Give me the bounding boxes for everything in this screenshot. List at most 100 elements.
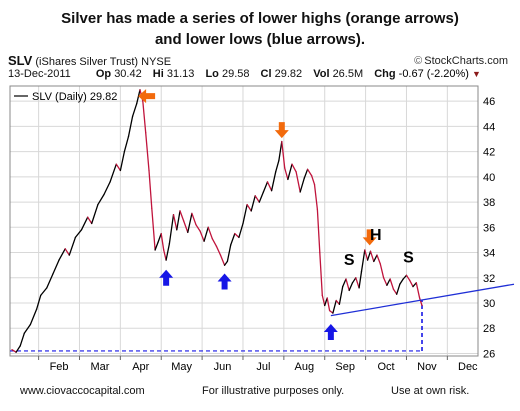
price-segment: [351, 277, 357, 284]
brand-text: StockCharts.com: [424, 55, 508, 67]
x-tick-label: Dec: [458, 361, 478, 373]
y-tick-label: 28: [483, 323, 495, 335]
chg-value: -0.67 (-2.20%): [398, 68, 469, 80]
price-segment: [87, 216, 93, 225]
price-segment: [262, 181, 269, 193]
price-segment: [366, 250, 372, 261]
price-segment: [151, 207, 156, 251]
caption-line-2: and lower lows (blue arrows).: [154, 31, 366, 48]
price-segment: [11, 349, 17, 353]
y-tick-label: 36: [483, 222, 495, 234]
price-segment: [136, 89, 141, 105]
price-segment: [179, 210, 185, 222]
orange-arrow-left-icon: [138, 89, 156, 104]
price-segment: [360, 249, 366, 273]
price-segment: [207, 226, 213, 240]
x-tick-label: Feb: [50, 361, 69, 373]
price-segment: [321, 294, 326, 307]
x-tick-label: Sep: [335, 361, 355, 373]
stats-line: 13-Dec-2011 Op 30.42 Hi 31.13 Lo 29.58 C…: [8, 68, 481, 80]
pattern-label: H: [370, 227, 382, 244]
price-segment: [64, 248, 70, 256]
price-segment: [246, 203, 252, 212]
price-segment: [278, 140, 283, 162]
price-segment: [154, 241, 159, 251]
price-segment: [91, 203, 99, 225]
price-segment: [319, 251, 323, 297]
neckline-trendline: [330, 283, 515, 317]
price-segment: [399, 278, 404, 285]
open-value: 30.42: [114, 68, 142, 80]
footer-disclaimer: For illustrative purposes only.: [202, 385, 345, 397]
price-segment: [242, 203, 248, 225]
brand-watermark: © StockCharts.com: [414, 55, 508, 67]
price-segment: [219, 254, 226, 266]
legend: SLV (Daily) 29.82: [14, 91, 117, 103]
close-value: 29.82: [274, 68, 303, 80]
price-segment: [418, 297, 423, 307]
orange-arrow-down-icon: [362, 229, 377, 246]
price-segment: [250, 195, 256, 212]
low-label: Lo: [205, 68, 219, 80]
price-segment: [389, 278, 395, 290]
price-segment: [168, 214, 175, 245]
x-tick-label: Mar: [90, 361, 109, 373]
x-tick-label: Apr: [132, 361, 149, 373]
x-tick-label: Aug: [294, 361, 314, 373]
y-tick-label: 46: [483, 96, 495, 108]
price-segment: [52, 259, 60, 275]
price-segment: [145, 132, 150, 172]
ticker-line: SLV (iShares Silver Trust) NYSE: [8, 53, 171, 68]
ticker-symbol: SLV: [8, 53, 33, 68]
price-segment: [254, 195, 260, 203]
footer-risk-note: Use at own risk.: [391, 385, 470, 397]
blue-arrow-up-icon: [217, 273, 232, 290]
price-segment: [123, 135, 130, 153]
y-tick-label: 44: [483, 121, 495, 133]
price-segment: [266, 181, 273, 192]
price-segment: [382, 277, 388, 286]
price-segment: [157, 232, 162, 244]
price-segment: [405, 274, 411, 281]
price-segment: [306, 168, 313, 177]
price-segment: [316, 208, 321, 254]
price-segment: [46, 273, 54, 289]
price-segment: [342, 278, 347, 288]
price-segment: [379, 263, 385, 279]
high-label: Hi: [152, 68, 164, 80]
y-tick-label: 32: [483, 273, 495, 285]
chg-label: Chg: [374, 68, 396, 80]
price-segment: [313, 183, 319, 211]
price-segment: [284, 167, 289, 181]
open-label: Op: [95, 68, 112, 80]
price-segment: [310, 174, 316, 186]
low-value: 29.58: [221, 68, 250, 80]
price-segment: [386, 278, 391, 286]
price-segment: [215, 245, 222, 256]
ticker-exchange: NYSE: [141, 56, 172, 68]
price-segment: [291, 163, 297, 173]
high-value: 31.13: [166, 68, 195, 80]
price-segment: [23, 323, 32, 334]
price-segment: [281, 140, 286, 169]
close-label: Cl: [260, 68, 272, 80]
caption-line-1: Silver has made a series of lower highs …: [61, 10, 459, 27]
price-segment: [163, 249, 167, 261]
price-segment: [103, 181, 111, 196]
price-segment: [326, 297, 331, 312]
stats-date: 13-Dec-2011: [8, 68, 71, 80]
pattern-label: S: [403, 250, 414, 267]
price-segment: [176, 210, 181, 231]
price-segment: [287, 163, 293, 181]
price-segment: [409, 279, 414, 288]
vol-value: 26.5M: [332, 68, 364, 80]
price-segment: [369, 250, 375, 263]
price-segment: [131, 103, 138, 117]
price-segment: [160, 232, 165, 251]
price-segment: [40, 287, 48, 297]
down-triangle-icon: ▼: [472, 69, 481, 79]
legend-label: SLV (Daily) 29.82: [32, 91, 117, 103]
price-segment: [142, 100, 147, 134]
price-segment: [172, 214, 178, 231]
blue-arrow-up-icon: [159, 269, 174, 286]
